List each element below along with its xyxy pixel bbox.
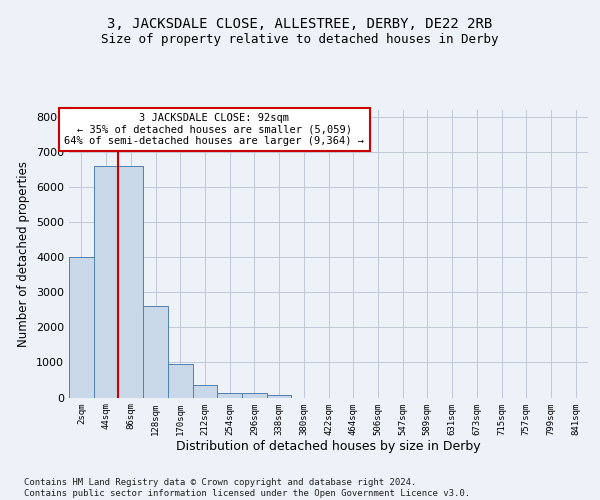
X-axis label: Distribution of detached houses by size in Derby: Distribution of detached houses by size … (176, 440, 481, 453)
Text: Size of property relative to detached houses in Derby: Size of property relative to detached ho… (101, 32, 499, 46)
Text: 3 JACKSDALE CLOSE: 92sqm
← 35% of detached houses are smaller (5,059)
64% of sem: 3 JACKSDALE CLOSE: 92sqm ← 35% of detach… (64, 113, 364, 146)
Bar (69, 258, 94, 398)
Bar (143, 306, 168, 398)
Bar (242, 393, 267, 398)
Bar (217, 393, 242, 398)
Text: Contains HM Land Registry data © Crown copyright and database right 2024.
Contai: Contains HM Land Registry data © Crown c… (24, 478, 470, 498)
Bar (118, 166, 143, 398)
Bar (168, 364, 193, 398)
Bar (267, 395, 292, 398)
Y-axis label: Number of detached properties: Number of detached properties (17, 161, 31, 347)
Bar (94, 166, 118, 398)
Bar (193, 385, 217, 398)
Text: 3, JACKSDALE CLOSE, ALLESTREE, DERBY, DE22 2RB: 3, JACKSDALE CLOSE, ALLESTREE, DERBY, DE… (107, 18, 493, 32)
